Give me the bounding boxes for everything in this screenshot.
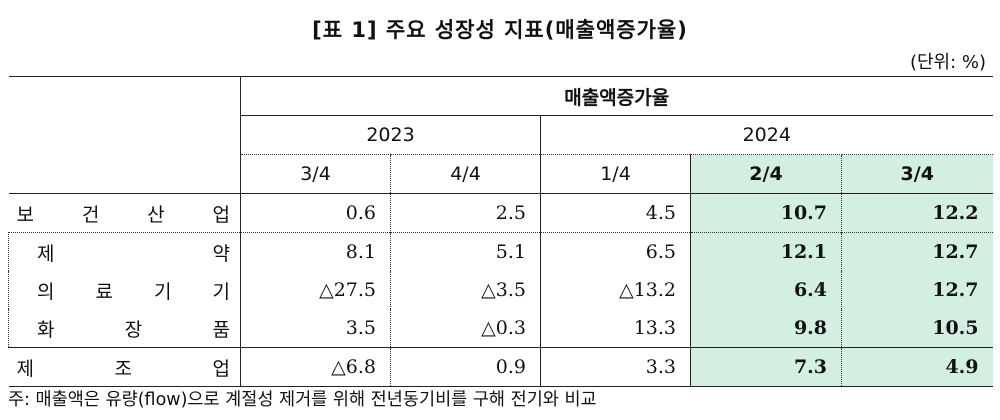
row-label: 의 료 기 기 — [8, 271, 241, 309]
table-cell: 12.2 — [841, 193, 993, 233]
table-cell: 8.1 — [240, 232, 391, 271]
table-cell: 0.9 — [390, 347, 541, 387]
label-char: 제 — [37, 242, 55, 265]
label-char: 산 — [147, 203, 165, 226]
label-char: 품 — [212, 318, 230, 341]
table-cell: △6.8 — [240, 347, 391, 387]
table-cell: 6.5 — [540, 232, 691, 271]
table-cell: 12.7 — [841, 232, 993, 271]
table-cell: △3.5 — [390, 271, 541, 309]
header-corner — [8, 76, 241, 194]
table-row: 제 조 업 △6.8 0.9 3.3 7.3 4.9 — [8, 347, 993, 387]
growth-table: 매출액증가율 2023 2024 3/4 4/4 1/4 2/4 3/4 보 건… — [8, 76, 993, 387]
label-char: 업 — [212, 203, 230, 226]
quarter-header: 2/4 — [690, 154, 842, 194]
table-cell: 6.4 — [690, 271, 842, 309]
table-cell: 5.1 — [390, 232, 541, 271]
quarter-header: 4/4 — [390, 154, 541, 194]
table-cell: 4.5 — [540, 193, 691, 233]
table-cell: 0.6 — [240, 193, 391, 233]
table-cell: △0.3 — [390, 309, 541, 348]
table-cell: 9.8 — [690, 309, 842, 348]
label-char: 약 — [212, 242, 230, 265]
label-char: 의 — [37, 280, 55, 303]
label-char: 기 — [154, 280, 172, 303]
label-char: 업 — [212, 357, 230, 380]
label-char: 건 — [81, 203, 100, 226]
table-cell: 4.9 — [841, 347, 993, 387]
table-cell: △27.5 — [240, 271, 391, 309]
table-cell: 12.1 — [690, 232, 842, 271]
quarter-header: 3/4 — [240, 154, 391, 194]
table-cell: 3.3 — [540, 347, 691, 387]
label-char: 료 — [95, 280, 113, 303]
row-label: 화 장 품 — [8, 309, 241, 348]
row-label: 보 건 산 업 — [8, 193, 241, 233]
table-cell: △13.2 — [540, 271, 691, 309]
table-row: 의 료 기 기 △27.5 △3.5 △13.2 6.4 12.7 — [8, 271, 993, 309]
table-cell: 12.7 — [841, 271, 993, 309]
table-cell: 7.3 — [690, 347, 842, 387]
table-cell: 10.7 — [690, 193, 842, 233]
table-row: 보 건 산 업 0.6 2.5 4.5 10.7 12.2 — [8, 193, 993, 233]
table-title: [표 1] 주요 성장성 지표(매출액증가율) — [312, 18, 688, 42]
row-label: 제 조 업 — [8, 347, 241, 387]
label-char: 기 — [212, 280, 230, 303]
footnote: 주: 매출액은 유량(flow)으로 계절성 제거를 위해 전년동기비를 구해 … — [8, 390, 597, 410]
year-header-2024: 2024 — [540, 115, 993, 155]
label-char: 보 — [16, 203, 34, 226]
table-cell: 2.5 — [390, 193, 541, 233]
table-row: 화 장 품 3.5 △0.3 13.3 9.8 10.5 — [8, 309, 993, 348]
group-header: 매출액증가율 — [240, 76, 993, 116]
label-char: 장 — [124, 318, 143, 341]
year-header-2023: 2023 — [240, 115, 541, 155]
table-row: 제 약 8.1 5.1 6.5 12.1 12.7 — [8, 232, 993, 271]
table-cell: 13.3 — [540, 309, 691, 348]
quarter-header: 3/4 — [841, 154, 993, 194]
label-char: 제 — [16, 357, 34, 380]
quarter-header: 1/4 — [540, 154, 691, 194]
label-char: 화 — [37, 318, 55, 341]
unit-label: (단위: %) — [909, 52, 986, 73]
row-label: 제 약 — [8, 232, 241, 271]
table-cell: 10.5 — [841, 309, 993, 348]
table-cell: 3.5 — [240, 309, 391, 348]
label-char: 조 — [114, 357, 132, 380]
